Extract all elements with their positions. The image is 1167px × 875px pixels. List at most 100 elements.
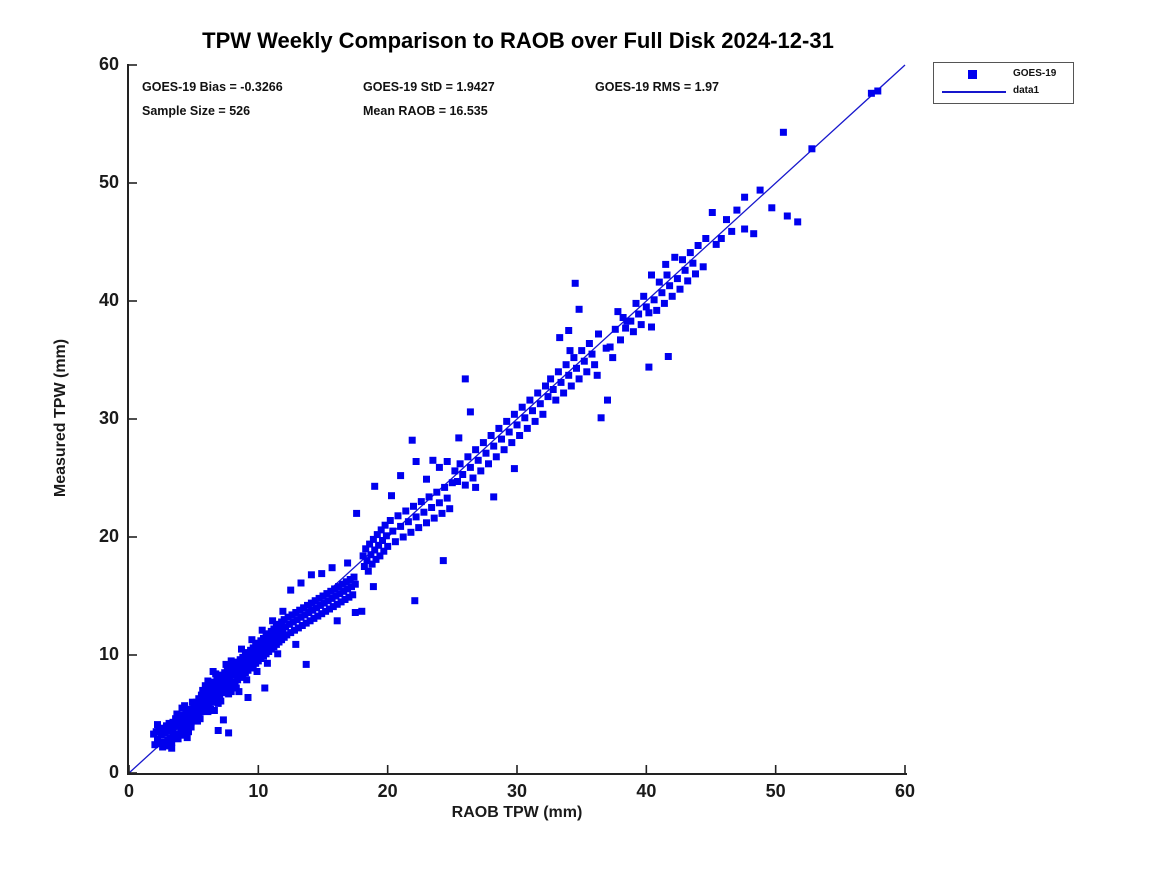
scatter-point [291,626,298,634]
scatter-point [503,417,511,425]
scatter-point [373,531,381,539]
scatter-point [655,278,663,286]
scatter-point [684,277,692,285]
scatter-point [756,186,764,194]
scatter-point [335,583,342,591]
scatter-point [337,598,345,606]
scatter-point [311,597,319,605]
scatter-point [369,583,377,591]
scatter-point [663,271,671,279]
scatter-point [588,350,596,358]
scatter-point [609,354,617,362]
scatter-point [380,547,388,555]
scatter-point [154,721,161,729]
scatter-point [554,368,562,376]
scatter-point [302,660,310,668]
scatter-point [397,472,405,480]
scatter-point [510,465,518,473]
line-swatch-icon [942,91,1006,93]
scatter-point [593,371,601,379]
scatter-point [404,518,412,526]
scatter-point [372,555,380,563]
scatter-point [394,512,402,520]
scatter-point [487,432,495,439]
scatter-point [160,738,168,746]
scatter-point [282,623,289,631]
scatter-point [232,684,240,692]
scatter-point [662,260,670,268]
scatter-point [340,587,348,595]
scatter-point [794,218,802,226]
scatter-point [526,396,534,404]
x-axis-label: RAOB TPW (mm) [451,804,583,821]
scatter-point [399,533,407,541]
scatter-point [694,242,702,249]
scatter-point [549,386,557,393]
scatter-point [185,712,192,720]
scatter-point [173,710,181,718]
scatter-point [490,442,498,450]
scatter-point [433,488,441,496]
scatter-point [188,698,196,706]
scatter-point [307,599,315,607]
scatter-point [516,432,524,439]
scatter-point [658,289,666,297]
scatter-point [567,382,575,390]
scatter-point [454,478,461,485]
scatter-point [570,354,578,362]
scatter-point [451,467,459,475]
scatter-point [351,580,359,588]
x-tick-label: 10 [248,781,269,801]
scatter-point [443,458,451,465]
scatter-point [637,321,645,329]
scatter-point [472,446,480,454]
scatter-point [382,532,390,540]
scatter-point [186,705,194,713]
scatter-point [173,730,181,738]
scatter-point [650,296,658,304]
scatter-point [243,676,251,684]
scatter-point [547,375,555,383]
scatter-point [248,636,256,644]
scatter-point [244,694,252,701]
scatter-point [536,400,544,408]
scatter-point [783,212,791,220]
scatter-point [583,368,591,376]
scatter-point [469,474,477,482]
scatter-point [539,410,547,418]
scatter-point [723,216,730,224]
scatter-point [614,308,622,316]
scatter-point [529,407,536,415]
y-tick-label: 10 [98,644,119,664]
scatter-point [455,434,463,442]
scatter-point [367,551,375,559]
scatter-point [214,727,222,734]
scatter-point [174,735,182,743]
scatter-point [874,87,882,95]
scatter-point [319,592,327,600]
scatter-point [207,705,214,713]
scatter-point [316,601,324,609]
scatter-point [498,435,505,443]
x-tick-label: 30 [506,781,528,801]
scatter-point [190,703,198,711]
scatter-point [182,708,190,716]
scatter-point [438,509,446,517]
x-tick-label: 40 [636,781,657,801]
scatter-point [565,371,573,379]
legend-label-data1: data1 [1013,85,1040,96]
scatter-point [679,256,686,264]
scatter-point [333,617,341,625]
scatter-point [425,493,433,501]
scatter-point [448,479,456,487]
scatter-point [285,620,293,628]
scatter-point [322,607,330,615]
scatter-point [181,725,189,733]
scatter-point [154,735,161,743]
scatter-point [364,567,372,575]
scatter-point [542,382,549,390]
legend-item-goes19: GOES-19 [934,65,1073,84]
scatter-point [492,453,500,461]
scatter-point [472,483,480,491]
